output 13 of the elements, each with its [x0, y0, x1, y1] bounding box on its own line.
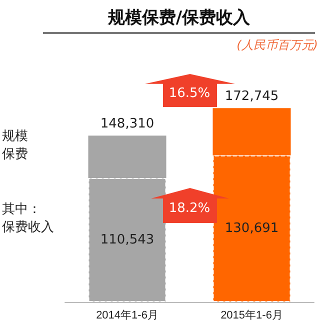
- data-label: 130,691: [224, 221, 279, 236]
- x-tick-label: 2014年1-6月: [96, 310, 158, 322]
- data-label: 110,543: [100, 232, 154, 248]
- annotation: 18.2%: [168, 201, 212, 216]
- text: 其中：: [2, 200, 41, 219]
- text: 保费收入: [2, 218, 54, 237]
- text: 规模保费: [2, 128, 28, 164]
- total-label: 148,310: [100, 116, 154, 132]
- x-tick-label: 2015年1-6月: [220, 310, 283, 322]
- total-label: 172,745: [224, 89, 279, 104]
- chart-title: 规模保费/保费收入: [106, 7, 252, 29]
- chart-subtitle: (人民币百万元): [236, 37, 318, 54]
- text: 16.5%: [168, 86, 212, 102]
